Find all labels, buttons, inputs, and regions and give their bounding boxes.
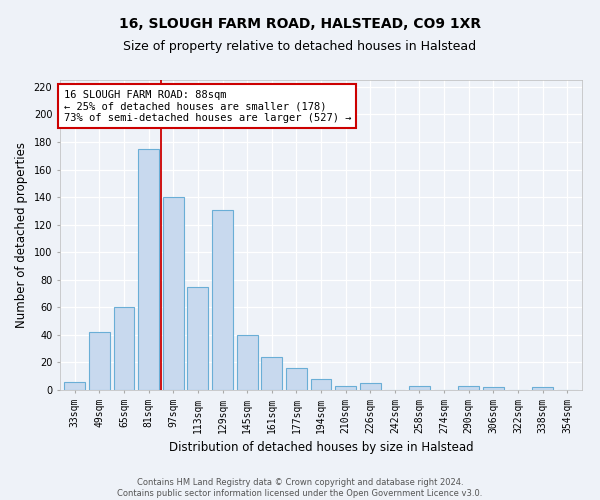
Bar: [311, 379, 331, 390]
Bar: [187, 286, 208, 390]
Bar: [483, 387, 504, 390]
Bar: [163, 197, 184, 390]
Bar: [113, 308, 134, 390]
Bar: [335, 386, 356, 390]
Text: Size of property relative to detached houses in Halstead: Size of property relative to detached ho…: [124, 40, 476, 53]
Bar: [409, 386, 430, 390]
Text: Contains HM Land Registry data © Crown copyright and database right 2024.
Contai: Contains HM Land Registry data © Crown c…: [118, 478, 482, 498]
Bar: [64, 382, 85, 390]
Text: 16, SLOUGH FARM ROAD, HALSTEAD, CO9 1XR: 16, SLOUGH FARM ROAD, HALSTEAD, CO9 1XR: [119, 18, 481, 32]
Bar: [212, 210, 233, 390]
Text: 16 SLOUGH FARM ROAD: 88sqm
← 25% of detached houses are smaller (178)
73% of sem: 16 SLOUGH FARM ROAD: 88sqm ← 25% of deta…: [64, 90, 351, 123]
Bar: [261, 357, 282, 390]
Bar: [138, 149, 159, 390]
Bar: [360, 383, 381, 390]
Bar: [532, 387, 553, 390]
X-axis label: Distribution of detached houses by size in Halstead: Distribution of detached houses by size …: [169, 441, 473, 454]
Y-axis label: Number of detached properties: Number of detached properties: [15, 142, 28, 328]
Bar: [286, 368, 307, 390]
Bar: [236, 335, 257, 390]
Bar: [458, 386, 479, 390]
Bar: [89, 332, 110, 390]
